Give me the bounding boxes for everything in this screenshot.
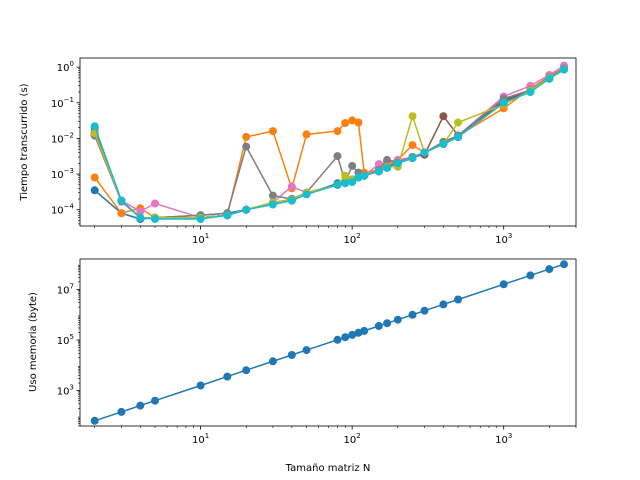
time-chart-series-9-point-15 [374,167,383,176]
time-chart-series-1-point-10 [333,127,342,136]
time-chart-series-9-point-8 [287,196,296,205]
memory-chart-ylabel: Uso memoria (byte) [28,292,39,392]
memory-chart-series-0-point-3 [151,396,159,405]
memory-chart-series-0-point-14 [360,326,369,335]
memory-chart-series-0-point-21 [454,295,463,304]
time-chart-series-9-point-10 [333,180,342,189]
time-chart-series-9-point-18 [408,154,417,163]
memory-chart-ticks: 101 102 103 103 105 107 [57,265,577,446]
time-chart-y-tick-label-4: 100 [57,60,74,74]
memory-chart-x-tick-label-0: 101 [192,432,209,446]
memory-chart-marks [90,260,568,425]
time-chart-series-5-point-20 [439,112,448,121]
time-chart-x-tick-label-2: 103 [495,232,512,246]
time-chart-series-9-point-23 [526,88,535,96]
memory-chart-series-0-point-12 [348,330,357,339]
memory-chart-series-0-point-11 [341,333,350,342]
time-chart-series-9-point-22 [499,98,508,107]
time-chart-series-1-point-11 [341,119,350,127]
time-chart: 101 102 103 10−4 10−3 10−2 10−1 100 Tiempo tran… [19,57,577,246]
memory-chart-x-tick-label-2: 103 [495,432,512,446]
time-chart-series-9-point-25 [560,65,568,74]
time-chart-series-9-point-19 [420,148,429,157]
time-chart-series-6-point-2 [136,207,145,216]
time-chart-y-tick-label-2: 10−2 [51,131,74,145]
time-chart-series-9-point-5 [223,211,232,220]
time-chart-series-9-point-16 [383,163,392,172]
time-chart-y-tick-label-1: 10−3 [51,167,74,181]
memory-chart-series-0-point-15 [374,322,383,330]
memory-chart-x-tick-label-1: 102 [344,432,361,446]
time-chart-series-9-point-9 [302,190,311,199]
memory-chart-series-0-point-6 [242,366,251,375]
time-chart-series-1-point-13 [354,118,363,127]
time-chart-series-8-point-18 [408,112,417,121]
time-chart-series-7-point-6 [242,142,251,151]
time-chart-series-1-point-6 [242,132,251,141]
time-chart-series-7-point-10 [333,152,342,161]
time-chart-series-9-point-6 [242,205,251,214]
time-chart-series-1-point-12 [348,116,357,125]
time-chart-series-6-point-8 [287,182,296,191]
memory-chart-series-0-point-23 [526,271,535,280]
memory-chart-y-tick-label-1: 105 [57,333,74,347]
memory-chart-series-0-point-4 [196,381,205,390]
time-chart-y-tick-label-0: 10−4 [51,203,75,217]
memory-chart-y-tick-label-0: 103 [57,384,74,398]
time-chart-y-tick-label-3: 10−1 [51,96,74,110]
time-chart-series-8-point-11 [341,171,350,180]
time-chart-series-9-point-3 [151,215,159,223]
memory-chart-series-0-point-1 [117,407,126,416]
memory-chart-series-0-point-9 [302,346,311,355]
time-chart-series-0-point-0 [90,186,99,195]
memory-chart-series-0-point-17 [393,315,402,324]
time-chart-series-7-point-12 [348,161,357,170]
time-chart-series-8-point-21 [454,118,463,127]
memory-chart-y-tick-label-2: 107 [57,282,74,296]
time-chart-marks [90,61,568,223]
time-chart-series-9-point-21 [454,132,463,141]
time-chart-series-9-point-4 [196,215,205,223]
time-chart-series-9-point-2 [136,213,145,222]
time-chart-series-9-point-7 [268,200,277,209]
time-chart-series-1-point-18 [408,141,417,150]
time-chart-series-6-point-15 [374,160,383,169]
time-chart-x-tick-label-1: 102 [344,232,361,246]
time-chart-ticks: 101 102 103 10−4 10−3 10−2 10−1 100 [51,60,577,246]
memory-chart-series-0-point-5 [223,372,232,381]
time-chart-series-9-point-12 [348,178,357,186]
time-chart-series-9-point-14 [360,171,369,180]
time-chart-series-7-point-7 [268,191,277,200]
memory-chart-series-0-point-24 [545,265,554,274]
time-chart-series-1-point-1 [117,209,126,218]
time-chart-series-6-point-3 [151,199,159,208]
memory-chart-series-0-point-8 [287,351,296,359]
time-chart-series-9-point-17 [393,159,402,168]
time-chart-series-9-point-11 [341,179,350,188]
time-chart-ylabel: Tiempo transcurrido (s) [19,83,30,201]
memory-chart-series-0-point-25 [560,260,568,269]
memory-chart-series-0-point-18 [408,310,417,319]
memory-chart-series-0-point-0 [90,416,99,425]
time-chart-series-9-point-24 [545,74,554,83]
memory-chart-series-0-point-22 [499,280,508,289]
memory-chart: 101 102 103 103 105 107 Uso memoria (byte) Ta… [28,258,577,474]
memory-chart-xlabel: Tamaño matriz N [285,463,371,474]
time-chart-series-9-point-20 [439,139,448,148]
memory-chart-series-0-point-19 [420,306,429,315]
time-chart-series-9-point-1 [117,196,126,205]
time-chart-series-9-point-0 [90,122,99,131]
memory-chart-series-0-point-7 [268,357,277,366]
memory-chart-series-0-point-10 [333,335,342,344]
time-chart-series-7-point-16 [383,155,392,164]
time-chart-series-1-point-9 [302,130,311,139]
memory-chart-series-0-point-16 [383,319,392,328]
time-chart-series-1-point-7 [268,127,277,136]
time-chart-series-1-point-0 [90,173,99,182]
time-chart-x-tick-label-0: 101 [192,232,209,246]
memory-chart-series-0-point-20 [439,300,448,309]
memory-chart-series-0-point-2 [136,401,145,410]
